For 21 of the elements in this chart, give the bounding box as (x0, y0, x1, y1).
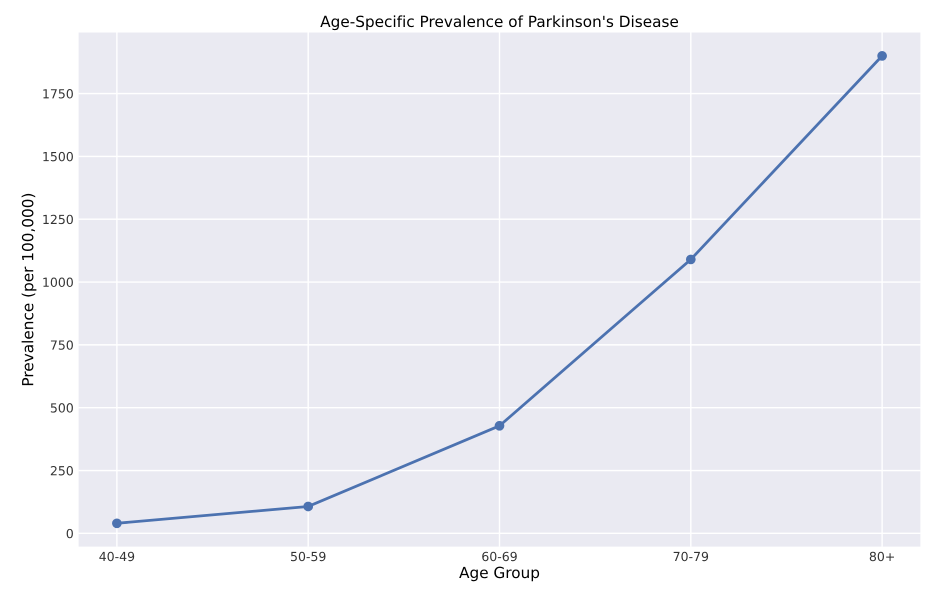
point (494, 420, 504, 431)
y-tick-label: 250 (50, 466, 73, 476)
x-tick-label: 70-79 (674, 552, 708, 562)
chart-title: Age-Specific Prevalence of Parkinson's Disease (320, 15, 678, 30)
x-tick-label: 60-69 (482, 552, 517, 562)
point (686, 254, 696, 264)
x-tick-label: 40-49 (99, 552, 134, 562)
x-axis-title: Age Group (459, 566, 540, 582)
point (112, 518, 122, 528)
x-tick-label: 50-59 (290, 552, 326, 562)
y-tick-label: 750 (50, 340, 73, 350)
point (303, 502, 314, 512)
y-tick-label: 1750 (43, 89, 73, 98)
y-tick-label: 0 (66, 528, 73, 538)
point (877, 51, 887, 61)
y-tick-label: 1000 (43, 278, 73, 287)
y-tick-label: 1250 (43, 214, 73, 224)
y-tick-label: 1500 (43, 152, 73, 162)
y-axis-title: Prevalence (per 100,000) (22, 194, 36, 386)
x-tick-label: 80+ (870, 552, 894, 562)
y-tick-label: 500 (50, 403, 73, 413)
